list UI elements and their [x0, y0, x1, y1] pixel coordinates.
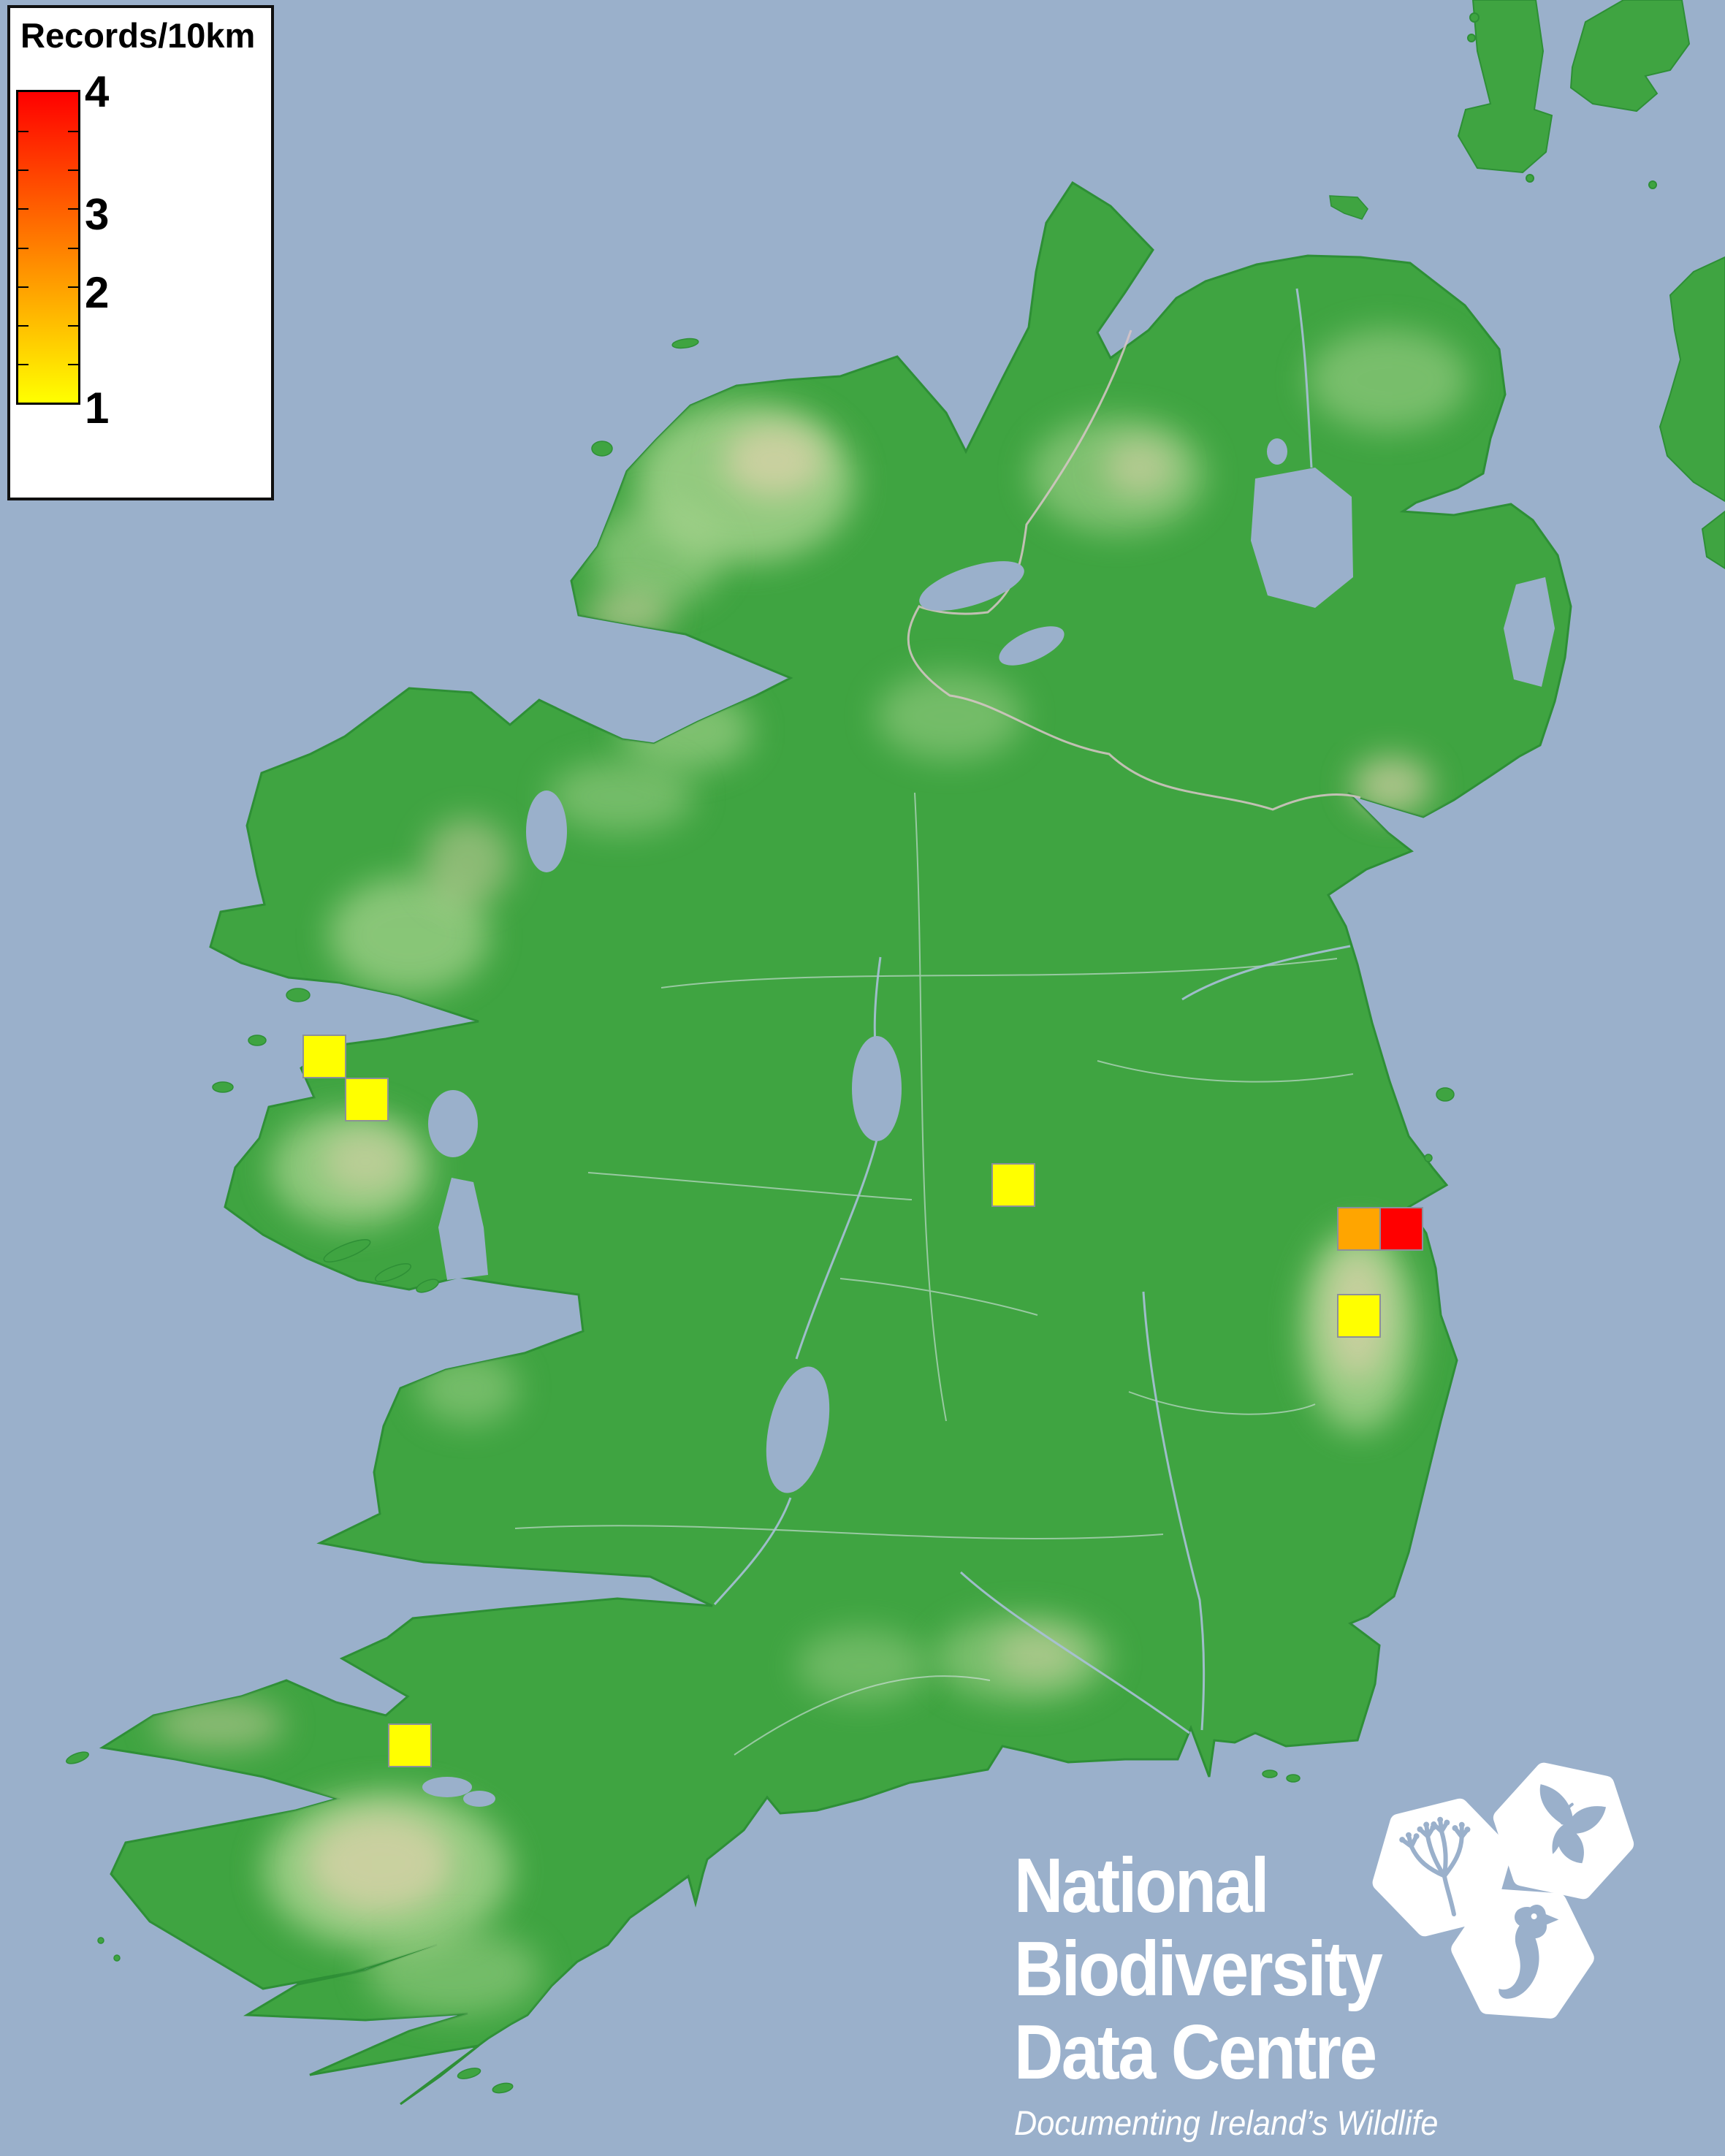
- legend-tick-mark: [68, 324, 78, 327]
- logo-hexagons: [1372, 1762, 1634, 2019]
- ni-border-line: [907, 330, 1361, 811]
- logo-title-line-2: Biodiversity: [1014, 1926, 1383, 2012]
- legend-tick-mark: [68, 169, 78, 172]
- legend-tick-mark: [68, 247, 78, 249]
- butterfly-hexagon-icon: [1493, 1762, 1634, 1900]
- legend-tick-mark: [18, 324, 28, 327]
- logo-title-line-1: National: [1014, 1843, 1269, 1929]
- legend-tick-mark: [18, 208, 28, 210]
- legend-tick-mark: [68, 363, 78, 365]
- rivers: [713, 288, 1351, 1734]
- relief-shading: [153, 329, 1469, 2016]
- legend-tick-mark: [18, 286, 28, 288]
- legend-title: Records/10km: [20, 16, 256, 55]
- record-square-wicklow: [1337, 1294, 1381, 1338]
- legend-panel: Records/10km 4 3 2 1: [7, 5, 274, 500]
- record-square-midlands: [991, 1163, 1035, 1207]
- lakes: [422, 438, 1555, 1807]
- logo-tagline: Documenting Ireland’s Wildlife: [1014, 2103, 1439, 2142]
- legend-gradient-bar: [16, 90, 80, 405]
- legend-tick-mark: [18, 363, 28, 365]
- record-square-connemara-south: [345, 1078, 389, 1121]
- logo-title-line-3: Data Centre: [1014, 2009, 1377, 2095]
- legend-label-2: 2: [85, 267, 110, 317]
- record-square-kerry: [388, 1723, 432, 1767]
- legend-tick-mark: [18, 131, 28, 133]
- county-boundaries: [514, 792, 1354, 1756]
- legend-tick-mark: [68, 286, 78, 288]
- nbdc-logo: National Biodiversity Data Centre Docume…: [1014, 1844, 1475, 2143]
- legend-tick-mark: [68, 131, 78, 133]
- legend-tick-mark: [18, 247, 28, 249]
- offshore-islands: [66, 195, 1455, 2094]
- record-square-connemara-north: [302, 1035, 346, 1078]
- legend-label-1: 1: [85, 384, 110, 433]
- seahorse-hexagon-icon: [1451, 1889, 1594, 2019]
- legend-label-4: 4: [85, 67, 110, 116]
- record-square-dublin-west: [1337, 1207, 1381, 1251]
- legend-tick-mark: [68, 208, 78, 210]
- scotland-islands: [1457, 0, 1725, 570]
- legend-tick-mark: [18, 169, 28, 172]
- legend-label-3: 3: [85, 190, 110, 239]
- record-square-dublin-coast: [1379, 1207, 1423, 1251]
